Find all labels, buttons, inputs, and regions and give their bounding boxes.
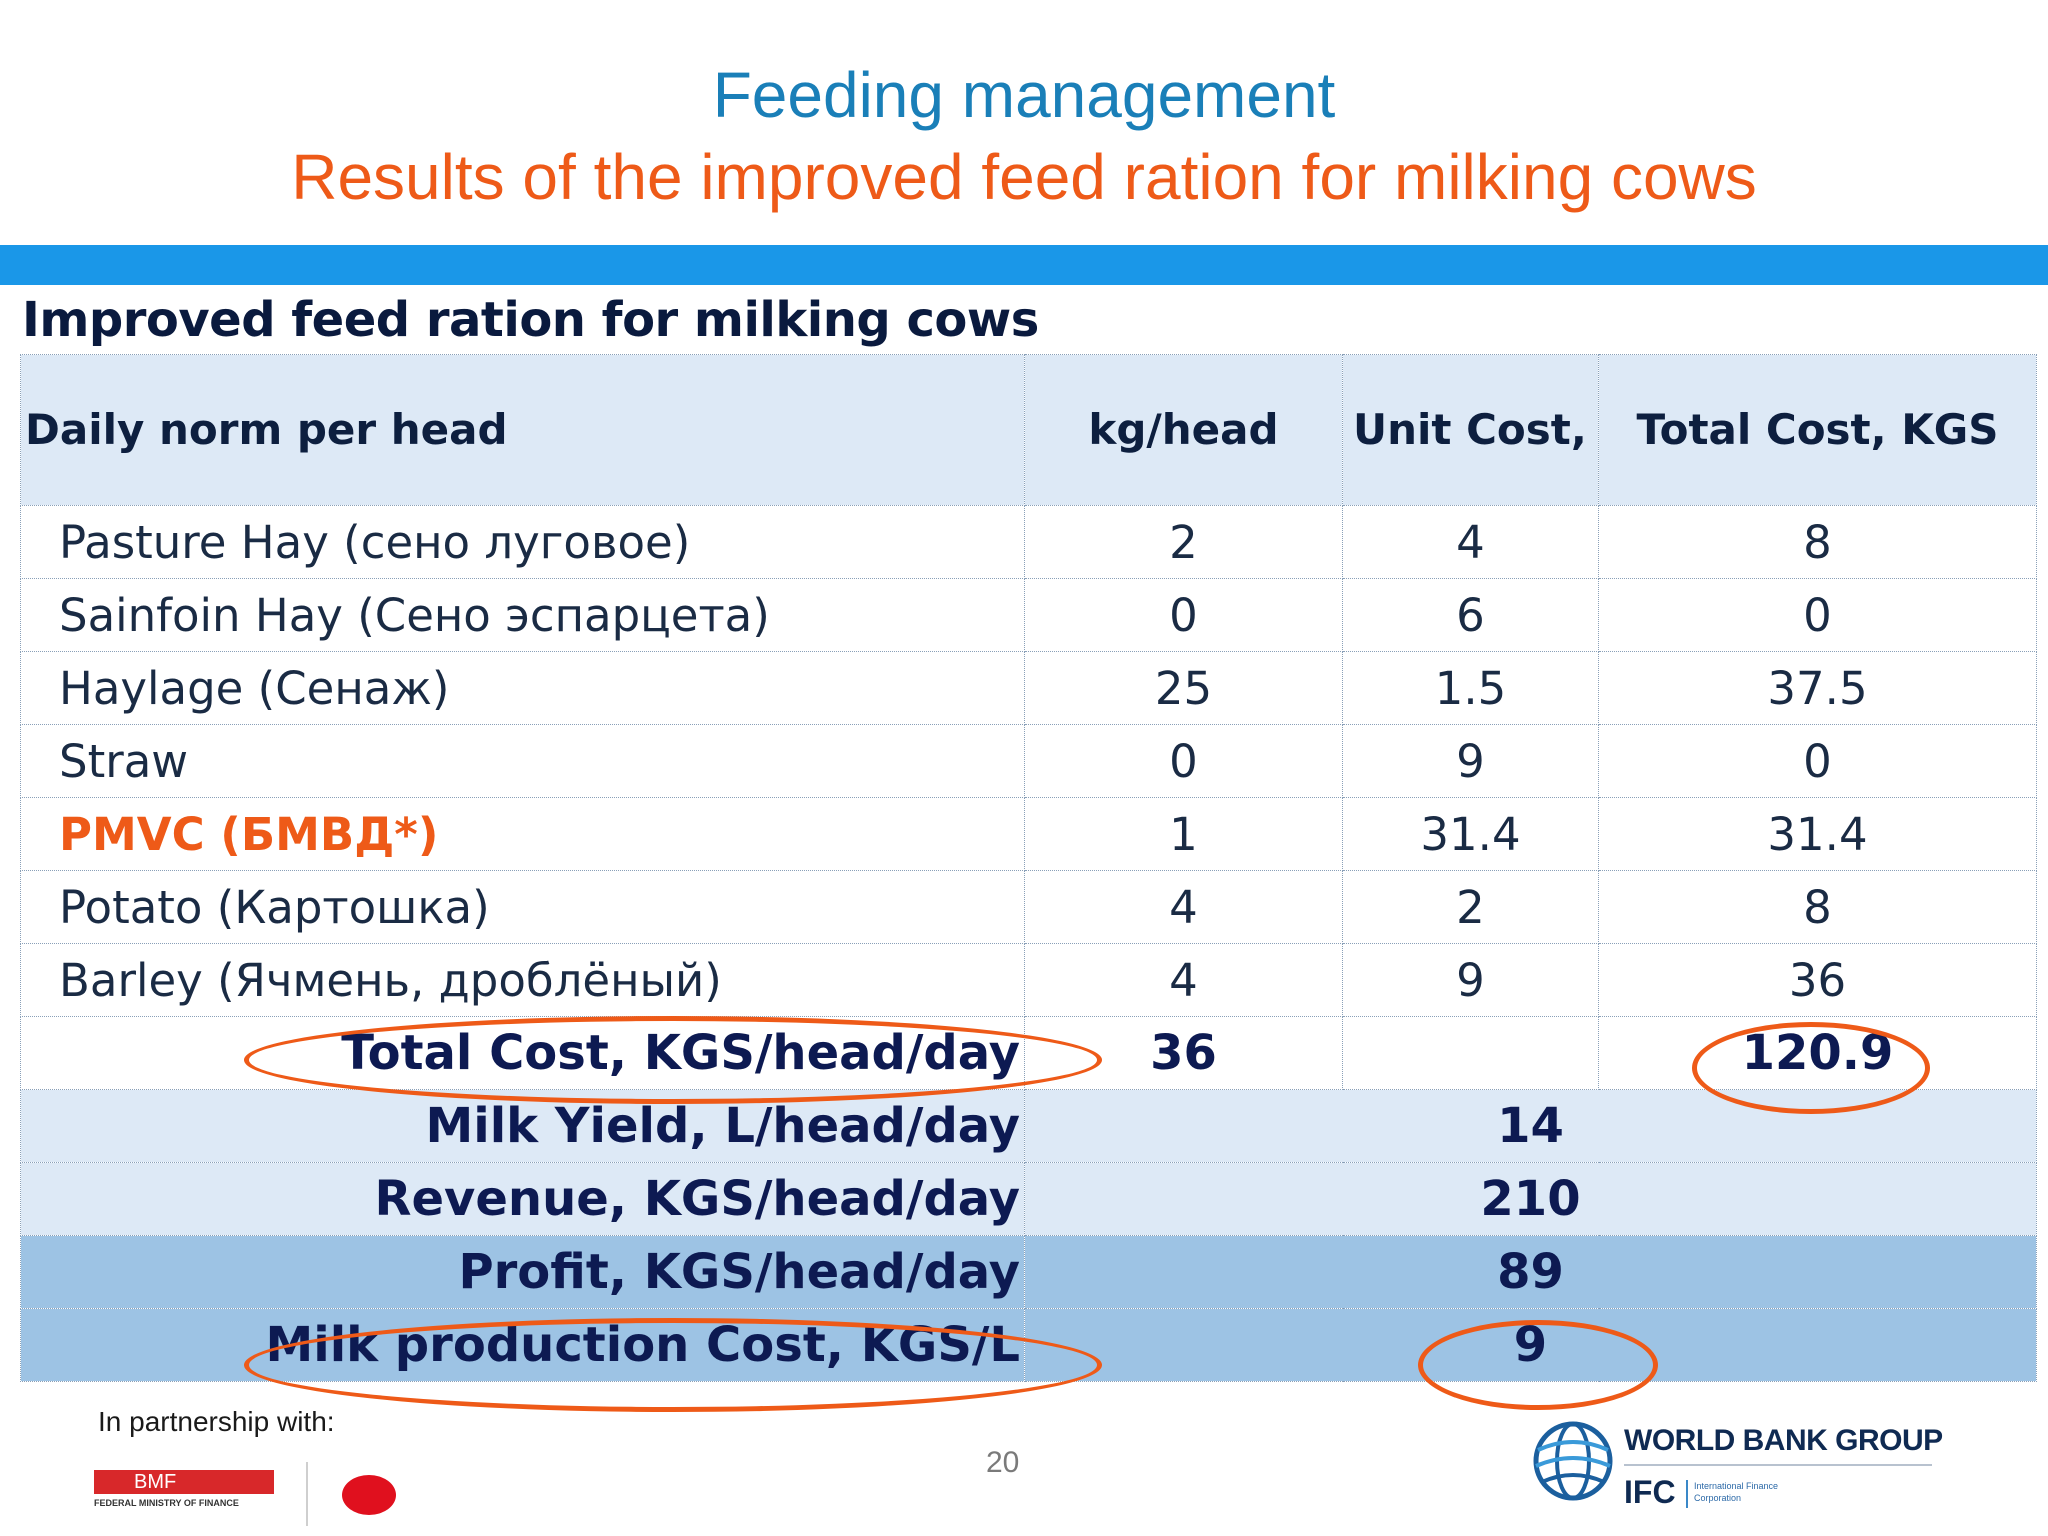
highlight-ellipse-milk-cost-label — [244, 1318, 1102, 1412]
unit-cost: 31.4 — [1342, 797, 1599, 871]
column-header: kg/head — [1024, 354, 1343, 506]
summary-value: 210 — [1024, 1162, 2037, 1236]
page-number: 20 — [986, 1446, 1020, 1479]
world-bank-group-label: WORLD BANK GROUP — [1624, 1424, 1943, 1457]
unit-cost: 9 — [1342, 724, 1599, 798]
table-row: Pasture Hay (сено луговое) 2 4 8 — [20, 505, 2037, 579]
kg-per-head: 25 — [1024, 651, 1343, 725]
total-cost: 31.4 — [1598, 797, 2037, 871]
total-cost: 36 — [1598, 943, 2037, 1017]
summary-label: Profit, KGS/head/day — [20, 1235, 1025, 1309]
slide-title: Feeding management — [712, 59, 1336, 131]
highlight-ellipse-total-cost — [1692, 1022, 1930, 1114]
unit-cost: 4 — [1342, 505, 1599, 579]
kg-per-head: 4 — [1024, 870, 1343, 944]
feed-item: Barley (Ячмень, дроблёный) — [20, 943, 1025, 1017]
column-header: Total Cost, KGS — [1598, 354, 2037, 506]
bmf-logo-icon: BMF FEDERAL MINISTRY OF FINANCE — [94, 1470, 280, 1530]
kg-per-head: 0 — [1024, 578, 1343, 652]
kg-per-head: 0 — [1024, 724, 1343, 798]
summary-row: Revenue, KGS/head/day 210 — [20, 1162, 2037, 1236]
logo-rule — [1624, 1464, 1932, 1466]
summary-row: Profit, KGS/head/day 89 — [20, 1235, 2037, 1309]
table-row: Straw 0 9 0 — [20, 724, 2037, 798]
table-row: PMVC (БМВД*) 1 31.4 31.4 — [20, 797, 2037, 871]
unit-cost: 6 — [1342, 578, 1599, 652]
feed-item-highlighted: PMVC (БМВД*) — [20, 797, 1025, 871]
column-header: Unit Cost, KGS/kg — [1342, 354, 1599, 506]
bmf-logo-subtext: FEDERAL MINISTRY OF FINANCE — [94, 1498, 239, 1508]
feed-item: Sainfoin Hay (Сено эспарцета) — [20, 578, 1025, 652]
partnership-label: In partnership with: — [98, 1406, 335, 1437]
highlight-ellipse-total-label — [244, 1016, 1102, 1104]
table-row: Potato (Картошка) 4 2 8 — [20, 870, 2037, 944]
japan-flag-icon — [342, 1475, 396, 1515]
kg-per-head: 2 — [1024, 505, 1343, 579]
slide-subtitle: Results of the improved feed ration for … — [291, 141, 1757, 213]
unit-cost: 1.5 — [1342, 651, 1599, 725]
world-bank-globe-icon — [1533, 1421, 1613, 1501]
feed-item: Potato (Картошка) — [20, 870, 1025, 944]
ifc-label: IFC — [1624, 1474, 1676, 1510]
total-cost: 37.5 — [1598, 651, 2037, 725]
total-cost: 0 — [1598, 724, 2037, 798]
ifc-subtitle: International Finance Corporation — [1694, 1481, 1779, 1503]
kg-per-head: 1 — [1024, 797, 1343, 871]
feed-item: Haylage (Сенаж) — [20, 651, 1025, 725]
ifc-divider — [1686, 1480, 1688, 1508]
highlight-ellipse-milk-cost-value — [1418, 1320, 1658, 1410]
kg-per-head: 4 — [1024, 943, 1343, 1017]
unit-cost: 9 — [1342, 943, 1599, 1017]
column-header: Daily norm per head — [20, 354, 1025, 506]
total-cost: 0 — [1598, 578, 2037, 652]
table-row: Sainfoin Hay (Сено эспарцета) 0 6 0 — [20, 578, 2037, 652]
header-band — [0, 245, 2048, 285]
total-cost: 8 — [1598, 505, 2037, 579]
unit-cost: 2 — [1342, 870, 1599, 944]
table-row: Barley (Ячмень, дроблёный) 4 9 36 — [20, 943, 2037, 1017]
feed-item: Straw — [20, 724, 1025, 798]
table-caption: Improved feed ration for milking cows — [22, 292, 1039, 348]
logo-divider — [306, 1462, 308, 1526]
feed-item: Pasture Hay (сено луговое) — [20, 505, 1025, 579]
bmf-logo-text: BMF — [134, 1471, 177, 1493]
table-header-row: Daily norm per head kg/head Unit Cost, K… — [20, 354, 2037, 506]
summary-label: Milk Yield, L/head/day — [20, 1089, 1025, 1163]
total-kg: 36 — [1024, 1016, 1343, 1090]
summary-value: 89 — [1024, 1235, 2037, 1309]
empty-cell — [1342, 1016, 1599, 1090]
total-cost: 8 — [1598, 870, 2037, 944]
feed-ration-table: Daily norm per head kg/head Unit Cost, K… — [20, 354, 2037, 1382]
summary-label: Revenue, KGS/head/day — [20, 1162, 1025, 1236]
table-row: Haylage (Сенаж) 25 1.5 37.5 — [20, 651, 2037, 725]
